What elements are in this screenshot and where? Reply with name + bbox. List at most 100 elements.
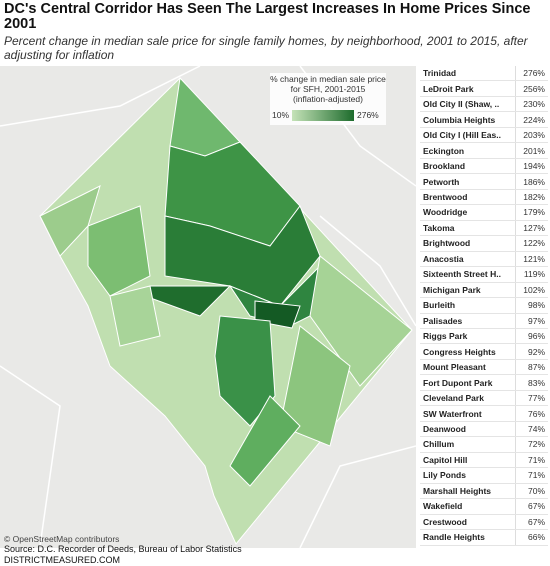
map: % change in median sale price for SFH, 2… [0, 66, 416, 548]
percent-change: 230% [515, 96, 548, 113]
neighborhood-name: Lily Ponds [420, 467, 517, 484]
neighborhood-name: Cleveland Park [420, 390, 517, 407]
neighborhood-name: Chillum [420, 436, 517, 453]
percent-change: 122% [515, 235, 548, 252]
table-row: Burleith 98% [420, 297, 548, 314]
percent-change: 70% [515, 483, 548, 500]
neighborhood-name: Wakefield [420, 498, 517, 515]
table-row: Crestwood 67% [420, 514, 548, 531]
neighborhood-name: Deanwood [420, 421, 517, 438]
table-row: Brookland 194% [420, 158, 548, 175]
percent-change: 201% [515, 142, 548, 159]
table-row: Takoma 127% [420, 220, 548, 237]
neighborhood-name: Randle Heights [420, 529, 517, 546]
percent-change: 121% [515, 251, 548, 268]
neighborhood-name: LeDroit Park [420, 80, 517, 97]
neighborhood-name: Burleith [420, 297, 517, 314]
percent-change: 194% [515, 158, 548, 175]
neighborhood-name: Anacostia [420, 251, 517, 268]
percent-change: 74% [515, 421, 548, 438]
table-row: Old City I (Hill Eas.. 203% [420, 127, 548, 144]
table: Trinidad 276% LeDroit Park 256% Old City II … [420, 66, 548, 546]
site: DISTRICTMEASURED.COM [4, 555, 121, 565]
percent-change: 186% [515, 173, 548, 190]
neighborhood-name: Congress Heights [420, 343, 517, 360]
table-row: Mount Pleasant 87% [420, 359, 548, 376]
table-row: Palisades 97% [420, 313, 548, 329]
table-row: Randle Heights 66% [420, 529, 548, 546]
table-row: Trinidad 276% [420, 66, 548, 82]
attribution: © OpenStreetMap contributors [4, 534, 119, 544]
table-row: Woodridge 179% [420, 204, 548, 221]
percent-change: 102% [515, 282, 548, 299]
title: DC's Central Corridor Has Seen The Large… [4, 1, 531, 32]
neighborhood-name: Sixteenth Street H.. [420, 266, 517, 283]
table-row: Wakefield 67% [420, 498, 548, 515]
table-row: Anacostia 121% [420, 251, 548, 268]
table-row: Fort Dupont Park 83% [420, 374, 548, 391]
neighborhood-name: Michigan Park [420, 282, 517, 299]
percent-change: 71% [515, 452, 548, 469]
neighborhood-name: Marshall Heights [420, 483, 517, 500]
percent-change: 96% [515, 328, 548, 345]
neighborhood-name: Takoma [420, 220, 517, 237]
table-row: Marshall Heights 70% [420, 483, 548, 500]
legend-max: 276% [357, 110, 379, 120]
neighborhood-name: Brookland [420, 158, 517, 175]
neighborhood-name: Brightwood [420, 235, 517, 252]
neighborhood-name: SW Waterfront [420, 405, 517, 422]
neighborhood-name: Brentwood [420, 189, 517, 206]
table-row: Lily Ponds 71% [420, 467, 548, 484]
table-row: Eckington 201% [420, 142, 548, 159]
legend-gradient [292, 110, 354, 121]
table-body: Trinidad 276% LeDroit Park 256% Old City II … [420, 66, 548, 546]
percent-change: 76% [515, 405, 548, 422]
percent-change: 67% [515, 514, 548, 531]
percent-change: 182% [515, 189, 548, 206]
percent-change: 256% [515, 80, 548, 97]
table-row: Old City II (Shaw, .. 230% [420, 96, 548, 113]
neighborhood-name: Trinidad [420, 66, 517, 82]
neighborhood-name: Capitol Hill [420, 452, 517, 469]
table-row: Petworth 186% [420, 173, 548, 190]
percent-change: 203% [515, 127, 548, 144]
percent-change: 119% [515, 266, 548, 283]
percent-change: 97% [515, 313, 548, 329]
neighborhoods [39, 76, 413, 487]
table-row: Congress Heights 92% [420, 343, 548, 360]
percent-change: 276% [515, 66, 548, 82]
table-row: Sixteenth Street H.. 119% [420, 266, 548, 283]
percent-change: 67% [515, 498, 548, 515]
neighborhood-name: Petworth [420, 173, 517, 190]
percent-change: 83% [515, 374, 548, 391]
neighborhood-name: Columbia Heights [420, 111, 517, 128]
neighborhood-name: Mount Pleasant [420, 359, 517, 376]
neighborhood-name: Old City II (Shaw, .. [420, 96, 517, 113]
table-row: Columbia Heights 224% [420, 111, 548, 128]
table-row: Michigan Park 102% [420, 282, 548, 299]
table-row: Cleveland Park 77% [420, 390, 548, 407]
table-row: Chillum 72% [420, 436, 548, 453]
table-row: Deanwood 74% [420, 421, 548, 438]
percent-change: 71% [515, 467, 548, 484]
legend-title: % change in median sale price [270, 74, 386, 84]
percent-change: 66% [515, 529, 548, 546]
percent-change: 72% [515, 436, 548, 453]
neighborhood-name: Old City I (Hill Eas.. [420, 127, 517, 144]
table-row: Brentwood 182% [420, 189, 548, 206]
percent-change: 179% [515, 204, 548, 221]
neighborhood-name: Riggs Park [420, 328, 517, 345]
legend-min: 10% [272, 110, 289, 120]
neighborhood-name: Palisades [420, 313, 517, 329]
neighborhood-name: Fort Dupont Park [420, 374, 517, 391]
percent-change: 92% [515, 343, 548, 360]
neighborhood-name: Eckington [420, 142, 517, 159]
neighborhood-name: Crestwood [420, 514, 517, 531]
percent-change: 77% [515, 390, 548, 407]
table-row: Capitol Hill 71% [420, 452, 548, 469]
percent-change: 98% [515, 297, 548, 314]
table-row: SW Waterfront 76% [420, 405, 548, 422]
neighborhood-name: Woodridge [420, 204, 517, 221]
percent-change: 87% [515, 359, 548, 376]
